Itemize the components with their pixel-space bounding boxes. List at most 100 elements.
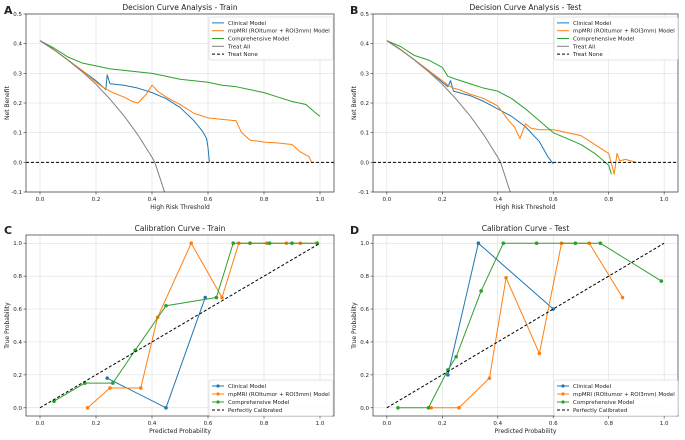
series-marker-2 <box>214 295 219 300</box>
x-tick-label: 0.2 <box>92 197 101 203</box>
y-tick-label: 0.5 <box>13 12 22 18</box>
y-axis-label: Net Benefit <box>351 85 358 120</box>
legend-marker <box>561 384 565 388</box>
series-marker-2 <box>598 241 603 246</box>
y-tick-label: 0.0 <box>360 160 369 166</box>
legend-entry: Perfectly Calibrated <box>573 408 627 414</box>
panel-a: 0.0 0.2 0.4 0.6 0.8 1.0 -0.1 0.0 0.1 0.2 0.3 0.4 0.5… <box>4 3 335 211</box>
x-tick-label: 0.8 <box>604 421 613 427</box>
y-tick-label: 0.6 <box>13 307 22 313</box>
x-tick-label: 0.0 <box>36 197 45 203</box>
series-marker-1 <box>189 241 193 246</box>
legend-entry: Clinical Model <box>573 384 612 390</box>
x-tick-label: 1.0 <box>316 421 325 427</box>
legend-entry: Clinical Model <box>228 384 267 390</box>
legend-entry: Perfectly Calibrated <box>228 408 282 414</box>
legend-entry: Treat None <box>227 52 258 58</box>
plot-frame <box>25 234 335 417</box>
y-tick-label: 0.4 <box>360 42 369 48</box>
legend: Clinical Model mpMRI (ROItumor + ROI3mm) … <box>553 16 679 61</box>
x-tick-label: 1.0 <box>316 197 325 203</box>
series-line-3 <box>386 242 665 409</box>
y-tick-label: 0.4 <box>13 340 22 346</box>
y-tick-label: 0.0 <box>360 406 369 412</box>
y-axis-label: True Probability <box>4 302 11 350</box>
series-marker-2 <box>534 241 539 246</box>
series-marker-0 <box>476 241 481 246</box>
series-marker-2 <box>396 405 400 410</box>
y-tick-label: 0.0 <box>13 160 22 166</box>
x-tick-label: 0.8 <box>260 421 269 427</box>
series-marker-1 <box>457 405 461 410</box>
series-line-3 <box>386 40 511 192</box>
series-marker-1 <box>220 295 224 300</box>
x-tick-label: 0.4 <box>493 197 502 203</box>
panel-d: 0.0 0.2 0.4 0.6 0.8 1.0 0.0 0.2 0.4 0.6 0.8 1.0 Cali… <box>350 224 679 435</box>
y-axis-label: True Probability <box>351 302 358 350</box>
legend-entry: Comprehensive Model <box>228 37 290 43</box>
y-tick-label: 1.0 <box>360 241 369 247</box>
plot-frame <box>25 13 335 193</box>
series-marker-2 <box>573 241 578 246</box>
x-axis-label: High Risk Threshold <box>496 204 556 211</box>
series-line-1 <box>39 40 313 163</box>
legend-entry: mpMRI (ROItumor + ROI3mm) Model <box>573 392 675 398</box>
legend-entry: mpMRI (ROItumor + ROI3mm) Model <box>228 392 330 398</box>
series-marker-2 <box>479 289 483 293</box>
x-tick-label: 0.6 <box>204 197 213 203</box>
legend-entry: mpMRI (ROItumor + ROI3mm) Model <box>573 29 675 35</box>
x-tick-label: 1.0 <box>660 197 669 203</box>
y-tick-label: 0.5 <box>360 12 369 18</box>
panel-b: 0.0 0.2 0.4 0.6 0.8 1.0 -0.1 0.0 0.1 0.2 0.3 0.4 0.5… <box>350 3 679 211</box>
x-tick-label: 0.2 <box>438 421 447 427</box>
panel-label: B <box>350 4 358 17</box>
legend: Clinical Model mpMRI (ROItumor + ROI3mm) … <box>553 379 679 417</box>
legend: Clinical Model mpMRI (ROItumor + ROI3mm) … <box>208 379 334 417</box>
y-tick-label: 0.4 <box>13 42 22 48</box>
y-tick-label: 0.3 <box>13 71 22 77</box>
x-tick-label: 0.0 <box>36 421 45 427</box>
y-tick-label: -0.1 <box>358 190 369 196</box>
legend-box <box>208 379 334 417</box>
x-axis-label: High Risk Threshold <box>150 204 210 211</box>
legend-entry: Treat None <box>572 52 603 58</box>
legend-marker <box>216 384 220 388</box>
x-axis-label: Predicted Probability <box>495 428 557 435</box>
legend-marker <box>561 392 565 396</box>
plot-series <box>373 40 678 192</box>
x-tick-label: 0.8 <box>604 197 613 203</box>
y-tick-label: 0.3 <box>360 71 369 77</box>
series-marker-1 <box>620 295 625 300</box>
chart-title: Decision Curve Analysis - Test <box>470 3 582 12</box>
plot-series <box>26 40 334 192</box>
legend: Clinical Model mpMRI (ROItumor + ROI3mm) … <box>208 16 334 61</box>
series-marker-0 <box>164 405 168 410</box>
series-marker-1 <box>139 386 143 390</box>
y-tick-label: 0.0 <box>13 406 22 412</box>
y-tick-label: 0.2 <box>360 101 369 107</box>
series-marker-2 <box>290 241 294 246</box>
panel-label: D <box>350 224 359 237</box>
x-tick-label: 0.2 <box>92 421 101 427</box>
series-marker-0 <box>203 295 207 300</box>
x-tick-label: 0.6 <box>204 421 213 427</box>
x-tick-label: 0.4 <box>148 421 157 427</box>
x-tick-label: 0.2 <box>438 197 447 203</box>
x-tick-label: 0.0 <box>382 421 391 427</box>
y-tick-label: 0.2 <box>13 101 22 107</box>
y-axis-label: Net Benefit <box>4 85 11 120</box>
series-marker-1 <box>85 405 90 410</box>
series-marker-2 <box>267 241 272 246</box>
legend-entry: Clinical Model <box>573 21 612 27</box>
series-marker-2 <box>111 381 115 385</box>
series-line-2 <box>39 40 321 117</box>
y-tick-label: 0.2 <box>13 373 22 379</box>
series-marker-2 <box>231 241 235 246</box>
legend-entry: mpMRI (ROItumor + ROI3mm) Model <box>228 29 330 35</box>
series-marker-2 <box>426 405 431 410</box>
chart-title: Calibration Curve - Train <box>135 224 226 233</box>
series-marker-2 <box>164 303 168 308</box>
series-marker-0 <box>105 376 109 380</box>
plot-series <box>386 241 665 410</box>
series-marker-2 <box>659 279 664 283</box>
